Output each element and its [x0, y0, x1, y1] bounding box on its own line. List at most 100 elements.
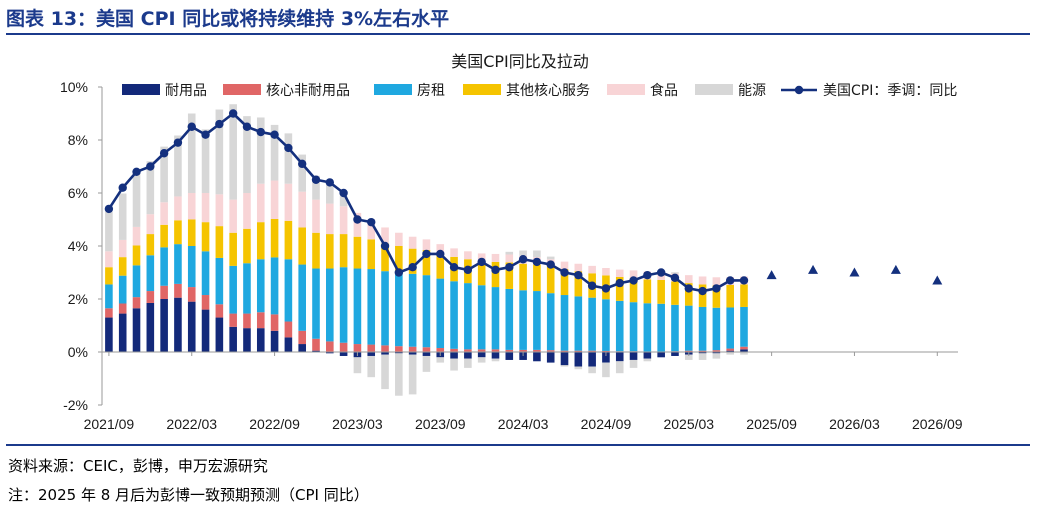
- bar-core_nondurable: [436, 348, 445, 352]
- cpi-point: [477, 257, 486, 267]
- bar-durable: [657, 352, 665, 358]
- bar-core_nondurable: [712, 350, 721, 352]
- cpi-point: [601, 284, 611, 293]
- bar-rent: [243, 263, 251, 314]
- bar-rent: [615, 300, 624, 352]
- bar-energy: [519, 250, 527, 256]
- bar-rent: [105, 284, 113, 309]
- bar-durable: [726, 350, 734, 352]
- cpi-point: [739, 276, 749, 285]
- bar-rent: [546, 293, 555, 351]
- bar-durable: [132, 308, 141, 352]
- bar-rent: [256, 259, 265, 313]
- bar-durable: [671, 352, 679, 356]
- x-tick-label: 2024/09: [581, 416, 632, 432]
- bar-core_nondurable: [339, 342, 348, 352]
- bar-durable: [491, 352, 500, 359]
- cpi-point: [518, 255, 528, 264]
- bar-rent: [298, 264, 306, 331]
- bar-other_services: [477, 261, 486, 286]
- bar-energy: [643, 358, 652, 362]
- y-tick-label: 4%: [68, 238, 88, 254]
- bar-core_nondurable: [574, 350, 583, 352]
- bar-core_nondurable: [118, 303, 127, 314]
- bar-durable: [560, 352, 569, 366]
- bar-food: [298, 191, 306, 228]
- bar-rent: [422, 275, 431, 348]
- forecast-marker: [932, 275, 943, 285]
- bar-core_nondurable: [546, 350, 555, 352]
- bar-rent: [450, 281, 458, 349]
- bar-energy: [408, 354, 417, 395]
- cpi-point: [629, 276, 638, 285]
- bar-energy: [740, 352, 748, 355]
- legend-label: 核心非耐用品: [266, 83, 350, 99]
- x-tick-label: 2023/09: [415, 416, 466, 432]
- bar-food: [229, 199, 237, 233]
- bar-rent: [671, 304, 679, 352]
- bar-core_nondurable: [132, 297, 141, 309]
- bar-durable: [629, 352, 638, 360]
- bar-core_nondurable: [588, 350, 596, 352]
- chart-title: 美国CPI同比及拉动: [451, 52, 589, 71]
- bar-core_nondurable: [533, 349, 541, 352]
- bar-rent: [657, 303, 665, 352]
- bar-other_services: [284, 220, 293, 260]
- bar-durable: [174, 297, 182, 352]
- cpi-point: [725, 276, 735, 285]
- cpi-point: [159, 149, 169, 158]
- bar-core_nondurable: [464, 349, 472, 352]
- bar-core_nondurable: [450, 348, 458, 352]
- bar-energy: [436, 357, 445, 363]
- cpi-point: [491, 265, 500, 275]
- bar-energy: [602, 362, 610, 378]
- cpi-point: [118, 183, 127, 192]
- bar-energy: [132, 171, 141, 227]
- bar-durable: [256, 328, 265, 352]
- cpi-point: [215, 119, 224, 129]
- bar-core_nondurable: [602, 350, 610, 352]
- bar-rent: [491, 287, 500, 350]
- bar-durable: [602, 352, 610, 363]
- bar-core_nondurable: [270, 314, 279, 331]
- bar-other_services: [339, 234, 348, 268]
- x-tick-label: 2022/03: [166, 416, 217, 432]
- x-tick-label: 2023/03: [332, 416, 383, 432]
- bar-energy: [326, 185, 334, 204]
- bar-core_nondurable: [519, 349, 527, 352]
- bar-energy: [712, 353, 721, 359]
- bar-other_services: [187, 219, 196, 246]
- cpi-point: [560, 268, 569, 277]
- bar-energy: [588, 366, 596, 374]
- bar-other_services: [491, 261, 500, 288]
- bar-other_services: [615, 277, 624, 301]
- bar-rent: [187, 246, 196, 288]
- bar-durable: [546, 352, 555, 363]
- x-tick-label: 2026/09: [912, 416, 963, 432]
- cpi-point: [712, 284, 721, 293]
- bar-durable: [712, 352, 721, 354]
- bar-rent: [726, 307, 734, 349]
- bar-rent: [684, 305, 693, 351]
- bar-core_nondurable: [174, 283, 182, 298]
- bar-core_nondurable: [229, 313, 237, 327]
- bar-food: [256, 183, 265, 223]
- bar-food: [118, 239, 127, 258]
- bar-other_services: [215, 226, 224, 258]
- cpi-point: [643, 270, 652, 280]
- bar-durable: [326, 352, 334, 354]
- cpi-point: [698, 286, 707, 296]
- bar-energy: [270, 124, 279, 181]
- bar-core_nondurable: [726, 348, 734, 351]
- bar-rent: [229, 265, 237, 314]
- bar-energy: [560, 365, 569, 367]
- bar-durable: [298, 344, 306, 352]
- bar-durable: [105, 317, 113, 352]
- bar-rent: [588, 297, 596, 351]
- bar-food: [574, 263, 583, 272]
- bar-food: [270, 180, 279, 219]
- bar-food: [215, 194, 224, 227]
- bar-durable: [477, 352, 486, 358]
- legend-label: 美国CPI：季调：同比: [823, 83, 957, 99]
- bar-food: [353, 212, 362, 237]
